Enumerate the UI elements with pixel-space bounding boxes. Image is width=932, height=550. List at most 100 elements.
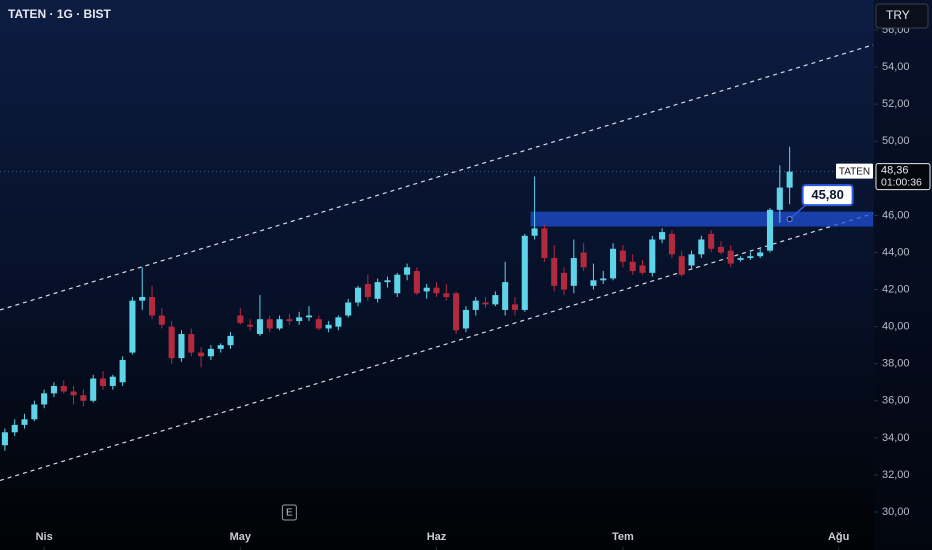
annotation-label: 45,80 [811,187,844,202]
candle-body [492,295,499,305]
event-label: E [286,508,293,519]
candle-body [737,258,744,260]
candle-body [315,319,322,329]
event-box [281,504,297,521]
symbol-label: TATEN [839,166,870,177]
candle-body [305,315,313,318]
candle-body [462,309,469,329]
candle-body [580,252,587,268]
candle-body [541,228,548,259]
candle-body [678,256,685,275]
candle-body [237,315,244,323]
x-tick-label: Haz [427,531,447,543]
countdown-label: 01:00:36 [881,176,922,188]
candle-body [619,250,626,262]
price-axis-panel [874,0,932,550]
candle-body [148,296,156,316]
channel-line [0,212,874,482]
candle-body [727,250,734,264]
candle-body [168,326,175,359]
currency-button-box[interactable] [875,3,929,29]
y-tick-label: 32,00 [882,469,910,481]
candle-body [178,334,185,359]
candle-body [649,239,656,273]
candle-body [531,228,538,236]
candle-body [717,246,725,253]
candle-body [600,278,607,281]
candle-body [217,345,224,349]
candle-body [227,335,234,346]
candle-body [158,315,165,325]
candle-body [247,324,254,327]
candle-body [256,319,263,335]
candle-body [119,359,126,383]
last-price-label: 48,36 [881,165,909,177]
candle-body [354,287,362,303]
candle-body [109,376,116,386]
y-tick-label: 54,00 [882,61,910,73]
candle-body [786,171,793,188]
candle-body [364,283,371,297]
annotation-box [801,184,854,207]
plot: 30,00 32,00 34,00 36,00 38,00 40,00 42,00 44,00… [0,24,931,550]
y-tick-label: 42,00 [882,283,910,295]
y-tick-label: 38,00 [882,358,910,370]
annotation-point [786,216,793,223]
candle-body [511,304,519,310]
candle-body [404,267,411,275]
candle-body [266,319,273,329]
currency-button[interactable]: TRY [875,3,929,29]
candle-body [668,233,675,255]
candle-body [472,300,479,310]
y-tick-label: 34,00 [882,432,910,444]
y-tick-label: 44,00 [882,246,910,258]
candle-body [1,432,8,446]
currency-label[interactable]: TRY [886,8,910,22]
y-tick-label: 30,00 [882,506,910,518]
candle-body [345,302,352,316]
candle-body [443,293,450,297]
candle-body [688,254,695,266]
candle-body [129,300,136,353]
candle-body [325,324,332,329]
candle-body [99,378,107,386]
candle-body [296,317,303,322]
candle-body [776,187,783,210]
candle-body [90,378,97,401]
last-price-box [875,163,931,191]
candle-body [659,232,666,240]
candle-body [551,258,558,286]
candle-body [70,391,77,396]
candle-body [413,271,420,294]
candle-body [639,265,646,273]
y-tick-label: 46,00 [882,209,910,221]
y-tick-label: 50,00 [882,135,910,147]
candle-body [80,395,87,401]
candle-body [521,235,528,310]
candle-body [698,239,705,255]
channel-line [0,44,874,311]
y-tick-label: 36,00 [882,395,910,407]
candle-body [560,272,568,290]
candle-body [276,319,283,329]
candle-body [21,419,28,425]
candle-body [374,282,381,299]
candle-body [31,404,38,420]
candle-body [757,252,764,257]
annotation-pointer [789,204,807,220]
candle-body [188,334,195,353]
chart-title: TATEN · 1G · BIST [8,7,112,21]
candle-body [590,280,597,286]
candle-body [708,233,715,249]
candle-body [207,348,214,357]
candle-body [60,385,67,392]
candle-body [139,296,146,301]
y-tick-label: 40,00 [882,321,910,333]
candle-body [50,385,57,394]
candle-body [384,280,391,283]
candle-body [502,282,509,310]
y-tick-label: 52,00 [882,98,910,110]
candle-body [423,287,430,292]
candle-body [11,424,18,433]
